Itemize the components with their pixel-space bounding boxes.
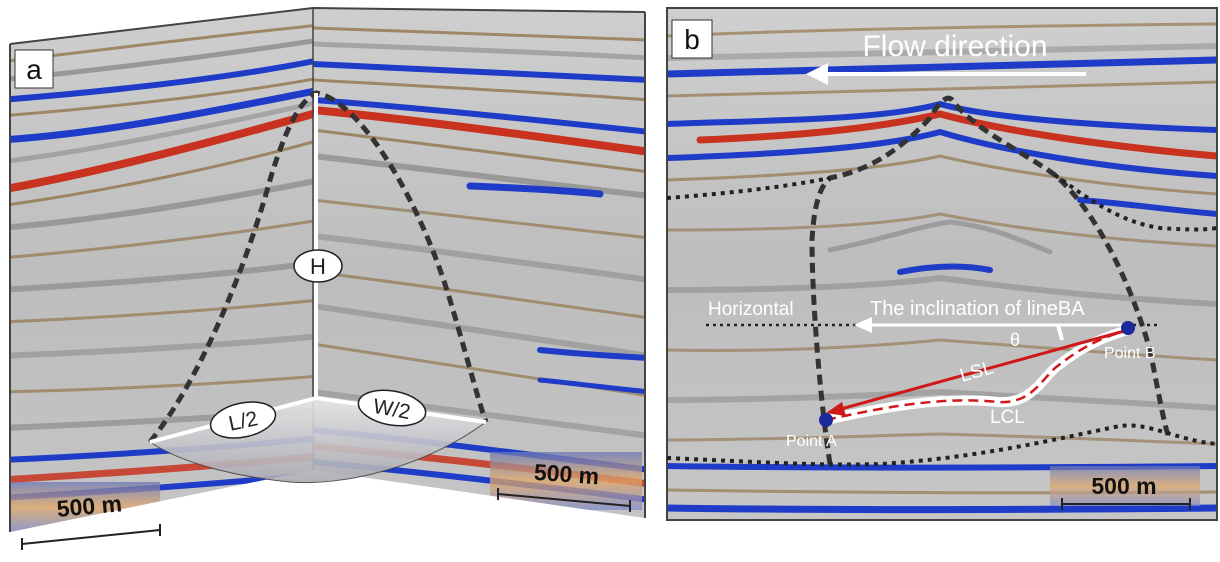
svg-text:H: H xyxy=(310,254,326,279)
width-label: W/2 xyxy=(357,389,427,427)
panel-b: b Flow direction Horizontal The inclinat… xyxy=(666,7,1218,521)
top-horizon xyxy=(666,173,1218,232)
panel-a-label: a xyxy=(14,49,54,89)
theta-label: θ xyxy=(1010,330,1020,350)
lsl-line xyxy=(829,328,1129,414)
panel-a-right-face xyxy=(313,8,645,518)
dome-outline-b xyxy=(809,95,1173,465)
horizontal-label: Horizontal xyxy=(708,299,794,320)
panel-b-seismic xyxy=(667,8,1217,520)
scale-bar-right: 500 m xyxy=(497,459,631,512)
scale-bar-left: 500 m xyxy=(21,490,161,550)
svg-text:a: a xyxy=(26,54,42,85)
point-a-marker xyxy=(819,413,833,427)
scale-bar-b: 500 m xyxy=(1061,473,1191,510)
svg-text:500 m: 500 m xyxy=(56,490,123,522)
length-label: L/2 xyxy=(209,401,277,439)
panel-a: H L/2 W/2 a 500 m 500 m xyxy=(9,6,646,550)
panel-b-label: b xyxy=(671,19,713,59)
point-b-label: Point B xyxy=(1104,345,1156,362)
bottom-horizon xyxy=(666,423,1218,467)
height-label: H xyxy=(293,249,343,283)
point-b-marker xyxy=(1121,321,1135,335)
svg-text:500 m: 500 m xyxy=(533,459,600,489)
flow-direction-label: Flow direction xyxy=(862,30,1047,63)
inclination-label: The inclination of lineBA xyxy=(870,298,1085,320)
svg-text:b: b xyxy=(684,24,700,55)
svg-text:500 m: 500 m xyxy=(1091,473,1156,499)
lcl-label: LCL xyxy=(990,407,1025,428)
point-a-label: Point A xyxy=(786,433,837,450)
